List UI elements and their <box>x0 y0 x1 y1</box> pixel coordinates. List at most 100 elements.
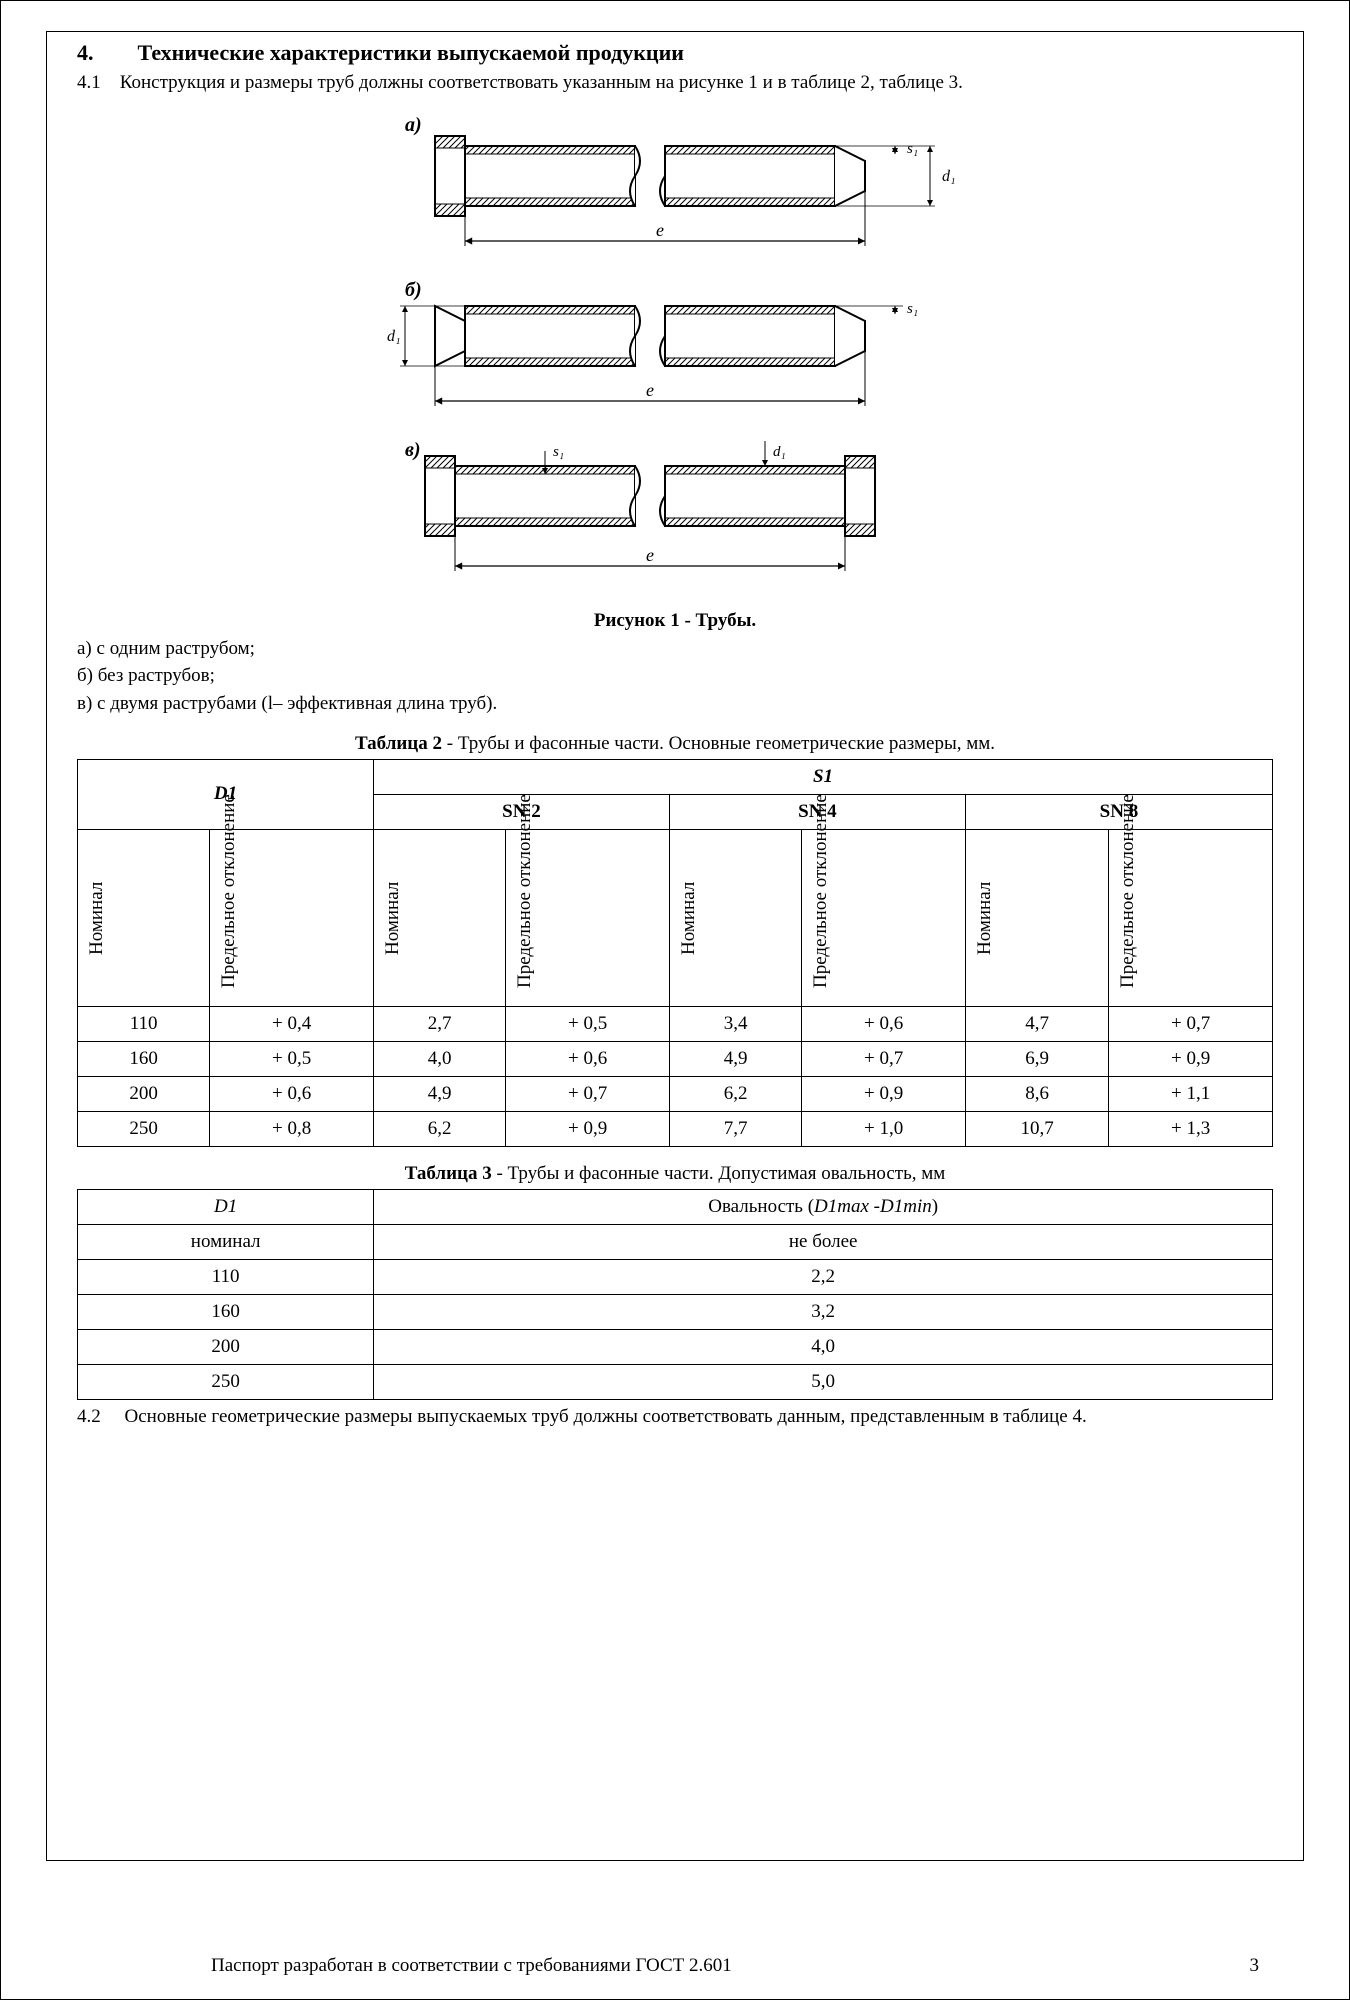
table-row: 250+ 0,86,2+ 0,97,7+ 1,010,7+ 1,3 <box>78 1111 1273 1146</box>
table-cell: 7,7 <box>669 1111 801 1146</box>
table-cell: + 0,7 <box>1109 1006 1273 1041</box>
dim-s1-b: s₁ <box>907 301 918 317</box>
table-cell: 6,2 <box>669 1076 801 1111</box>
page: 4. Технические характеристики выпускаемо… <box>0 0 1350 2000</box>
table-cell: 10,7 <box>965 1111 1108 1146</box>
table-cell: 250 <box>78 1364 374 1399</box>
dim-e-v: е <box>646 545 654 565</box>
table-cell: + 1,3 <box>1109 1111 1273 1146</box>
figure-1: а) <box>77 106 1273 632</box>
table-cell: + 1,1 <box>1109 1076 1273 1111</box>
figure-legend-v: в) с двумя раструбами (l– эффективная дл… <box>77 691 1273 717</box>
table-cell: + 1,0 <box>802 1111 966 1146</box>
pipe-v: s₁ d₁ е <box>425 441 875 571</box>
table3-caption-bold: Таблица 3 <box>405 1163 492 1184</box>
table-cell: 6,9 <box>965 1041 1108 1076</box>
section-title: Технические характеристики выпускаемой п… <box>138 40 684 65</box>
table-cell: 4,9 <box>373 1076 505 1111</box>
table-cell: + 0,5 <box>506 1006 670 1041</box>
table2-caption-rest: - Трубы и фасонные части. Основные геоме… <box>442 733 995 754</box>
figure-legend-a: а) с одним раструбом; <box>77 636 1273 662</box>
t2-h-dev4: Предельное отклонение <box>1113 836 1143 1000</box>
dim-d1-a: d₁ <box>942 168 956 185</box>
table-row: 200+ 0,64,9+ 0,76,2+ 0,98,6+ 1,1 <box>78 1076 1273 1111</box>
para-text-42: Основные геометрические размеры выпускае… <box>125 1406 1087 1427</box>
t3-h-ovality: Овальность (D1max -D1min) <box>374 1189 1273 1224</box>
table-cell: 160 <box>78 1041 210 1076</box>
table-row: 1603,2 <box>78 1294 1273 1329</box>
t3-h-nominal: номинал <box>78 1224 374 1259</box>
table-cell: 250 <box>78 1111 210 1146</box>
t3-h-d1: D1 <box>78 1189 374 1224</box>
dim-s1-v: s₁ <box>553 444 564 460</box>
dim-s1-a: s₁ <box>907 141 918 157</box>
t2-h-nom3: Номинал <box>674 836 704 1000</box>
table-cell: 4,9 <box>669 1041 801 1076</box>
table-cell: + 0,4 <box>210 1006 374 1041</box>
table-row: 2004,0 <box>78 1329 1273 1364</box>
table-cell: + 0,8 <box>210 1111 374 1146</box>
table-cell: + 0,7 <box>506 1076 670 1111</box>
table-row: 160+ 0,54,0+ 0,64,9+ 0,76,9+ 0,9 <box>78 1041 1273 1076</box>
table-cell: 2,2 <box>374 1259 1273 1294</box>
para-num: 4.1 <box>77 72 101 93</box>
table-row: 1102,2 <box>78 1259 1273 1294</box>
t2-h-dev2: Предельное отклонение <box>510 836 540 1000</box>
t2-h-dev1: Предельное отклонение <box>214 836 244 1000</box>
table-cell: + 0,7 <box>802 1041 966 1076</box>
table-cell: 200 <box>78 1329 374 1364</box>
t2-h-nom2: Номинал <box>378 836 408 1000</box>
para-text: Конструкция и размеры труб должны соотве… <box>120 72 963 93</box>
dim-d1-v: d₁ <box>773 444 786 460</box>
table-row: 2505,0 <box>78 1364 1273 1399</box>
table-cell: 3,4 <box>669 1006 801 1041</box>
t2-h-dev3: Предельное отклонение <box>806 836 836 1000</box>
table2-caption: Таблица 2 - Трубы и фасонные части. Осно… <box>77 733 1273 755</box>
figure-caption: Рисунок 1 - Трубы. <box>77 610 1273 632</box>
dim-e-b: е <box>646 380 654 400</box>
table-cell: 5,0 <box>374 1364 1273 1399</box>
table-cell: 6,2 <box>373 1111 505 1146</box>
t2-h-s1: S1 <box>373 759 1272 794</box>
content-frame: 4. Технические характеристики выпускаемо… <box>46 31 1304 1861</box>
t2-h-nom1: Номинал <box>82 836 112 1000</box>
table-cell: + 0,5 <box>210 1041 374 1076</box>
para-num-42: 4.2 <box>77 1406 101 1427</box>
figure-legend-b: б) без раструбов; <box>77 663 1273 689</box>
table-cell: + 0,9 <box>1109 1041 1273 1076</box>
table-cell: 200 <box>78 1076 210 1111</box>
table-cell: 110 <box>78 1259 374 1294</box>
dim-e-a: е <box>656 220 664 240</box>
fig-label-a: а) <box>405 114 422 136</box>
table-row: 110+ 0,42,7+ 0,53,4+ 0,64,7+ 0,7 <box>78 1006 1273 1041</box>
table-cell: 3,2 <box>374 1294 1273 1329</box>
table-cell: 160 <box>78 1294 374 1329</box>
paragraph-4-2: 4.2 Основные геометрические размеры выпу… <box>77 1404 1273 1430</box>
table-cell: + 0,6 <box>506 1041 670 1076</box>
table-cell: + 0,9 <box>802 1076 966 1111</box>
pipe-a: е s₁ d₁ <box>435 136 956 246</box>
table3-caption-rest: - Трубы и фасонные части. Допустимая ова… <box>492 1163 946 1184</box>
table-cell: 4,0 <box>373 1041 505 1076</box>
dim-d1-b: d₁ <box>387 328 401 345</box>
section-number: 4. <box>77 40 132 66</box>
table-2: D1 S1 SN 2 SN 4 SN 8 Номинал Предельное … <box>77 759 1273 1147</box>
fig-label-b: б) <box>405 279 422 301</box>
fig-label-v: в) <box>405 439 421 461</box>
section-heading: 4. Технические характеристики выпускаемо… <box>77 40 1273 66</box>
t3-h-notmore: не более <box>374 1224 1273 1259</box>
table-cell: 8,6 <box>965 1076 1108 1111</box>
table-cell: 4,0 <box>374 1329 1273 1364</box>
paragraph-4-1: 4.1 Конструкция и размеры труб должны со… <box>77 70 1273 96</box>
table2-caption-bold: Таблица 2 <box>355 733 442 754</box>
table-cell: 110 <box>78 1006 210 1041</box>
table-cell: + 0,6 <box>802 1006 966 1041</box>
table-cell: + 0,9 <box>506 1111 670 1146</box>
table-cell: + 0,6 <box>210 1076 374 1111</box>
pipe-b: d₁ s₁ е <box>387 301 918 406</box>
t2-h-nom4: Номинал <box>970 836 1000 1000</box>
footer-page: 3 <box>1250 1955 1260 1977</box>
table-cell: 2,7 <box>373 1006 505 1041</box>
pipe-diagram-svg: а) <box>345 106 1005 606</box>
page-footer: Паспорт разработан в соответствии с треб… <box>1 1955 1349 1977</box>
